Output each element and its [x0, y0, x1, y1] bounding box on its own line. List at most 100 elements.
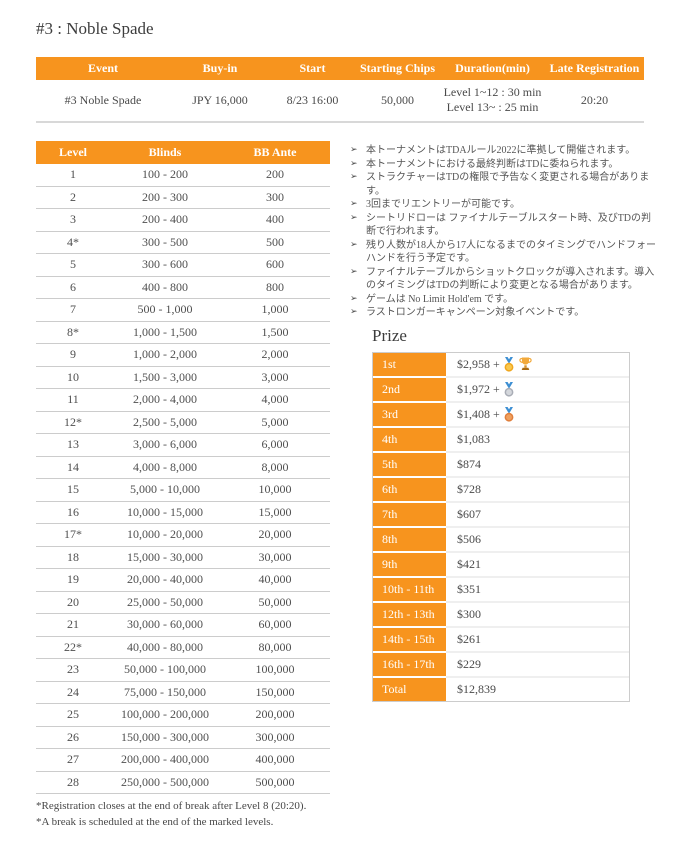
level-row: 26 150,000 - 300,000 300,000 — [36, 727, 330, 749]
bb-ante-cell: 300 — [266, 189, 284, 204]
level-cell: 19 — [67, 572, 79, 587]
level-cell: 17* — [64, 527, 82, 542]
event-column-header: Duration(min) — [455, 61, 530, 75]
level-row: 18 15,000 - 30,000 30,000 — [36, 547, 330, 569]
level-cell: 8* — [67, 324, 79, 339]
prize-row: 9th $421 — [373, 550, 629, 576]
level-cell: 15 — [67, 482, 79, 497]
bb-ante-cell: 300,000 — [255, 729, 295, 744]
note-item: ➢ 3回までリエントリーが可能です。 — [350, 198, 660, 212]
note-item: ➢ 残り人数が18人から17人になるまでのタイミングでハンドフォーハンドを行う予定… — [350, 239, 660, 266]
blinds-cell: 200,000 - 400,000 — [121, 752, 209, 767]
blinds-cell: 300 - 600 — [142, 257, 188, 272]
bb-ante-cell: 500,000 — [255, 774, 295, 789]
level-row: 22* 40,000 - 80,000 80,000 — [36, 637, 330, 659]
prize-place-cell: 16th - 17th — [373, 650, 446, 676]
info-column: ➢ 本トーナメントはTDAルール2022に準拠して開催されます。 ➢ 本トーナメントに… — [350, 141, 660, 830]
footnotes: *Registration closes at the end of break… — [36, 798, 330, 830]
bb-ante-cell: 200 — [266, 167, 284, 182]
arrow-bullet-icon: ➢ — [350, 199, 358, 209]
gold-medal-icon — [503, 356, 515, 372]
blind-structure-column: Level Blinds BB Ante 1 100 - 200 200 2 200 - 3… — [36, 141, 330, 830]
event-table-header: Event Buy-in Start Starting Chips Duration(m… — [36, 57, 644, 80]
prize-amount-text: $12,839 — [457, 681, 496, 696]
prize-row: 1st $2,958 + — [373, 352, 629, 376]
bb-ante-cell: 15,000 — [258, 504, 292, 519]
prize-place-cell: 3rd — [373, 400, 446, 426]
bb-ante-cell: 200,000 — [255, 707, 295, 722]
prize-amount-text: $1,408 + — [457, 406, 500, 421]
arrow-bullet-icon: ➢ — [350, 212, 358, 223]
bb-ante-cell: 60,000 — [258, 617, 292, 632]
level-cell: 21 — [67, 617, 79, 632]
prize-amount-cell: $12,839 — [446, 675, 629, 701]
blinds-cell: 15,000 - 30,000 — [127, 549, 203, 564]
blinds-cell: 100 - 200 — [142, 167, 188, 182]
blinds-cell: 500 - 1,000 — [137, 302, 193, 317]
prize-row: 6th $728 — [373, 475, 629, 501]
event-column-header: Late Registration — [549, 61, 640, 75]
blinds-cell: 250,000 - 500,000 — [121, 774, 209, 789]
bb-ante-cell: 40,000 — [258, 572, 292, 587]
bb-ante-cell: 50,000 — [258, 594, 292, 609]
blinds-cell: 3,000 - 6,000 — [133, 437, 197, 452]
prize-amount-cell: $300 — [446, 600, 629, 626]
note-text: ラストロンガーキャンペーン対象イベントです。 — [366, 307, 585, 318]
prize-row: 7th $607 — [373, 500, 629, 526]
note-text: 残り人数が18人から17人になるまでのタイミングでハンドフォーハンドを行う予定で… — [366, 239, 656, 265]
prize-amount-cell: $728 — [446, 475, 629, 501]
level-row: 14 4,000 - 8,000 8,000 — [36, 457, 330, 479]
level-row: 8* 1,000 - 1,500 1,500 — [36, 322, 330, 344]
bb-ante-cell: 3,000 — [261, 369, 289, 384]
prize-amount-text: $1,972 + — [457, 381, 500, 396]
prize-row: 14th - 15th $261 — [373, 625, 629, 651]
bb-ante-cell: 10,000 — [258, 482, 292, 497]
level-row: 24 75,000 - 150,000 150,000 — [36, 682, 330, 704]
blinds-cell: 50,000 - 100,000 — [124, 662, 206, 677]
level-cell: 24 — [67, 684, 79, 699]
trophy-icon — [518, 357, 533, 371]
note-item: ➢ ファイナルテーブルからショットクロックが導入されます。導入のタイミングはTDの… — [350, 266, 660, 293]
blinds-cell: 1,000 - 2,000 — [133, 347, 197, 362]
blinds-cell: 1,000 - 1,500 — [133, 324, 197, 339]
level-cell: 20 — [67, 594, 79, 609]
prize-row: 12th - 13th $300 — [373, 600, 629, 626]
prize-amount-text: $874 — [457, 456, 481, 471]
prize-place-cell: 12th - 13th — [373, 600, 446, 626]
bb-ante-cell: 400,000 — [255, 752, 295, 767]
prize-place-cell: 1st — [373, 352, 446, 376]
note-item: ➢ 本トーナメントはTDAルール2022に準拠して開催されます。 — [350, 144, 660, 158]
prize-row: 3rd $1,408 + — [373, 400, 629, 426]
prize-place-cell: 14th - 15th — [373, 625, 446, 651]
start-cell: 8/23 16:00 — [286, 92, 339, 107]
level-row: 19 20,000 - 40,000 40,000 — [36, 569, 330, 592]
event-table-row: #3 Noble Spade JPY 16,000 8/23 16:00 50,… — [36, 80, 644, 121]
silver-medal-icon — [503, 381, 515, 397]
prize-amount-cell: $607 — [446, 500, 629, 526]
prize-heading: Prize — [372, 325, 407, 345]
level-row: 2 200 - 300 300 — [36, 187, 330, 209]
prize-place-cell: 9th — [373, 550, 446, 576]
blinds-cell: 2,000 - 4,000 — [133, 392, 197, 407]
level-row: 4* 300 - 500 500 — [36, 232, 330, 254]
level-cell: 16 — [67, 504, 79, 519]
content-columns: Level Blinds BB Ante 1 100 - 200 200 2 200 - 3… — [36, 141, 660, 830]
blinds-cell: 1,500 - 3,000 — [133, 369, 197, 384]
bb-ante-cell: 8,000 — [261, 459, 289, 474]
level-row: 9 1,000 - 2,000 2,000 — [36, 344, 330, 367]
duration-cell: Level 1~12 : 30 min Level 13~ : 25 min — [440, 85, 545, 115]
level-cell: 1 — [70, 167, 76, 182]
event-column-header: Buy-in — [202, 61, 238, 75]
level-row: 28 250,000 - 500,000 500,000 — [36, 772, 330, 794]
level-cell: 3 — [70, 212, 76, 227]
prize-row: 4th $1,083 — [373, 425, 629, 451]
note-item: ➢ 本トーナメントにおける最終判断はTDに委ねられます。 — [350, 158, 660, 172]
bb-ante-cell: 2,000 — [261, 347, 289, 362]
arrow-bullet-icon: ➢ — [350, 266, 358, 277]
prize-place-cell: 2nd — [373, 375, 446, 401]
footnote: *A break is scheduled at the end of the … — [36, 816, 274, 828]
blinds-cell: 100,000 - 200,000 — [121, 707, 209, 722]
bb-ante-cell: 400 — [266, 212, 284, 227]
level-cell: 10 — [67, 369, 79, 384]
